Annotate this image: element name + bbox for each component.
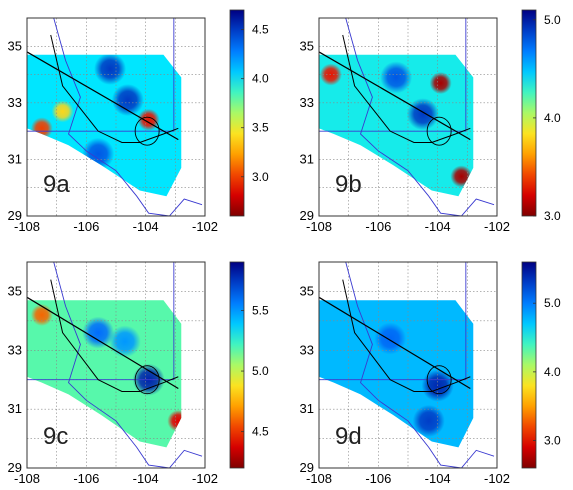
colorbar-tick-label: 4.5 <box>252 23 269 37</box>
anomaly-hot <box>30 303 53 326</box>
anomaly-cool <box>380 61 413 94</box>
colorbar-tick-label: 5.0 <box>252 364 269 378</box>
rio-grande-line <box>53 261 203 469</box>
rio-grande-line <box>53 17 203 217</box>
y-tick-label: 35 <box>300 38 314 53</box>
panel-label: 9b <box>335 171 362 198</box>
y-tick-label: 33 <box>8 95 22 110</box>
anomaly-hot <box>51 100 74 123</box>
y-tick-label: 29 <box>8 460 22 475</box>
anomaly-cool <box>94 54 127 85</box>
colorbar-tick-label: 4.0 <box>544 111 561 125</box>
x-tick-label: -108 <box>306 471 332 486</box>
panel-label: 9c <box>43 423 68 450</box>
y-tick-label: 31 <box>8 151 22 166</box>
y-tick-label: 31 <box>300 401 314 416</box>
anomaly-cool <box>374 322 407 355</box>
y-tick-label: 33 <box>300 342 314 357</box>
y-tick-label: 33 <box>8 342 22 357</box>
colorbar <box>521 9 537 217</box>
x-tick-label: -106 <box>73 219 99 234</box>
x-tick-label: -106 <box>73 471 99 486</box>
y-tick-label: 33 <box>300 95 314 110</box>
x-tick-label: -104 <box>425 219 451 234</box>
basin-circle <box>426 116 452 146</box>
colorbar-tick-label: 4.0 <box>544 365 561 379</box>
fault-line <box>50 279 179 392</box>
anomaly-cool <box>108 325 141 358</box>
x-tick-label: -104 <box>425 471 451 486</box>
panel-9d: -108 -106 -104 -102 35 33 31 29 9d 5.0 4.0 3.0 <box>300 261 561 486</box>
panel-label: 9a <box>43 171 70 198</box>
panel-9c: -108 -106 -104 -102 35 33 31 29 9c 5.5 5.0 4.5 <box>8 261 269 486</box>
map-frame <box>318 17 498 217</box>
colorbar-tick-label: 4.5 <box>252 425 269 439</box>
y-tick-label: 29 <box>8 208 22 223</box>
colorbar-tick-label: 4.0 <box>252 72 269 86</box>
panel-label: 9d <box>335 423 362 450</box>
panel-9a: -108 -106 -104 -102 35 33 31 29 9a 4.5 4.0 3.5 3.0 <box>8 9 269 234</box>
x-tick-label: -102 <box>484 219 510 234</box>
anomaly-cool <box>82 316 115 349</box>
x-tick-label: -108 <box>14 471 40 486</box>
x-tick-label: -108 <box>306 219 332 234</box>
x-tick-label: -106 <box>365 219 391 234</box>
y-tick-label: 35 <box>300 283 314 298</box>
y-tick-label: 35 <box>8 38 22 53</box>
colorbar-tick-label: 5.5 <box>252 303 269 317</box>
profile-line <box>26 296 179 390</box>
map-frame <box>26 17 206 217</box>
colorbar-tick-label: 5.0 <box>544 296 561 310</box>
fault-line <box>342 34 471 143</box>
x-tick-label: -104 <box>133 471 159 486</box>
anomaly-cool <box>111 84 144 117</box>
panel-9b: -108 -106 -104 -102 35 33 31 29 9b 5.0 4.0 3.0 <box>300 9 561 234</box>
profile-line <box>318 296 471 390</box>
anomaly-cool <box>412 404 445 437</box>
colorbar <box>229 261 245 469</box>
fault-line <box>50 34 179 143</box>
colorbar-tick-label: 5.0 <box>544 13 561 27</box>
basin-circle <box>426 365 452 395</box>
x-tick-label: -102 <box>192 219 218 234</box>
y-tick-label: 35 <box>8 283 22 298</box>
rio-grande-line <box>345 261 495 469</box>
x-tick-label: -102 <box>484 471 510 486</box>
y-tick-label: 31 <box>300 151 314 166</box>
x-tick-label: -108 <box>14 219 40 234</box>
y-tick-label: 31 <box>8 401 22 416</box>
basin-circle <box>134 365 160 395</box>
anomaly-hot <box>167 409 182 432</box>
basin-circle <box>134 116 160 146</box>
y-tick-label: 29 <box>300 208 314 223</box>
profile-line <box>318 51 471 141</box>
y-tick-label: 29 <box>300 460 314 475</box>
colorbar-tick-label: 3.0 <box>544 209 561 223</box>
rio-grande-line <box>345 17 495 217</box>
profile-line <box>26 51 179 141</box>
anomaly-cool <box>406 98 439 131</box>
fault-line <box>342 279 471 392</box>
colorbar-tick-label: 3.5 <box>252 121 269 135</box>
colorbar <box>521 261 537 469</box>
anomaly-hot <box>429 72 452 95</box>
map-frame <box>318 261 498 469</box>
x-tick-label: -102 <box>192 471 218 486</box>
map-frame <box>26 261 206 469</box>
colorbar-tick-label: 3.0 <box>252 170 269 184</box>
x-tick-label: -104 <box>133 219 159 234</box>
x-tick-label: -106 <box>365 471 391 486</box>
colorbar <box>229 9 245 217</box>
colorbar-tick-label: 3.0 <box>544 434 561 448</box>
